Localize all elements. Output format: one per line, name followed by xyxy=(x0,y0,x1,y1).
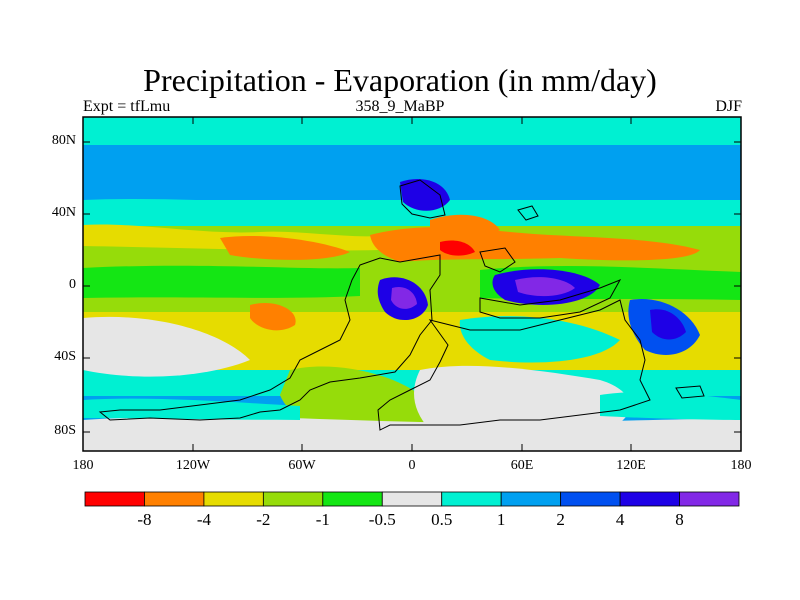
experiment-label: Expt = tfLmu xyxy=(83,98,171,115)
colorbar-label: -1 xyxy=(315,510,330,529)
field-south-pacific-white-patch xyxy=(83,316,250,377)
field-antarctic-white-band xyxy=(83,416,741,451)
lon-label-120w: 120W xyxy=(175,458,211,473)
field-southern-landmass-purple-core xyxy=(391,286,417,309)
lat-label-0: 0 xyxy=(69,277,76,292)
colorbar-label: -4 xyxy=(196,510,211,529)
lat-label-80n: 80N xyxy=(51,133,76,148)
southern-landmass-east-coastline xyxy=(377,299,651,431)
field-south-pacific-orange-patch xyxy=(250,302,296,331)
colorbar-label: 2 xyxy=(556,510,565,529)
colorbar xyxy=(84,491,740,507)
colorbar-swatch xyxy=(619,491,680,507)
lon-label-120e: 120E xyxy=(616,458,646,473)
lon-label-180-east: 180 xyxy=(730,458,752,473)
lon-ticks xyxy=(82,117,742,451)
lon-label-180-west: 180 xyxy=(72,458,94,473)
precip-evap-field xyxy=(83,117,741,451)
arabian-block-coastline xyxy=(479,247,516,273)
field-red-patch xyxy=(440,240,475,256)
lon-label-60w: 60W xyxy=(288,458,316,473)
southern-landmass-coastline xyxy=(98,254,441,421)
eastern-island-coastline xyxy=(675,385,705,399)
run-label: 358_9_MaBP xyxy=(355,98,445,115)
colorbar-label: 0.5 xyxy=(431,510,453,529)
field-northern-orange-patch-west xyxy=(220,235,350,260)
field-indian-ocean-teal-patch xyxy=(459,316,620,363)
lon-label-60e: 60E xyxy=(510,458,534,473)
season-label: DJF xyxy=(715,98,742,115)
colorbar-swatch xyxy=(262,491,324,507)
field-mediterranean-orange-patch xyxy=(430,214,500,238)
field-tropical-green-band-west xyxy=(83,265,360,298)
colorbar-swatch xyxy=(84,491,145,507)
lat-label-80s: 80S xyxy=(54,423,76,438)
colorbar-swatch xyxy=(500,491,562,507)
colorbar-swatch xyxy=(441,491,502,507)
lat-label-40s: 40S xyxy=(54,349,76,364)
colorbar-swatch xyxy=(381,491,443,507)
colorbar-swatch xyxy=(560,491,621,507)
colorbar-label: -0.5 xyxy=(368,510,396,529)
field-southern-white-patch xyxy=(414,365,630,438)
northern-landmass-coastline xyxy=(399,179,446,219)
field-northern-landmass-blue-patch xyxy=(400,179,450,211)
field-antarctic-teal-band xyxy=(83,398,300,420)
field-maritime-purple-core xyxy=(515,277,575,297)
colorbar-swatch xyxy=(144,491,205,507)
field-antarctic-teal-band-east xyxy=(600,392,741,420)
map-title: Precipitation - Evaporation (in mm/day) xyxy=(143,62,657,98)
lon-label-0: 0 xyxy=(408,458,416,473)
lat-label-40n: 40N xyxy=(51,205,76,220)
colorbar-swatch xyxy=(322,491,383,507)
colorbar-label: 1 xyxy=(496,510,506,529)
small-island-coastline xyxy=(517,205,539,221)
coastlines xyxy=(98,179,705,431)
colorbar-swatch xyxy=(679,491,740,507)
colorbar-label: -2 xyxy=(256,510,271,529)
field-northern-teal-band xyxy=(83,198,741,226)
maritime-island-coastline xyxy=(479,279,622,319)
colorbar-label: -8 xyxy=(137,510,152,529)
colorbar-label: 8 xyxy=(675,510,684,529)
field-western-pacific-deep-core xyxy=(650,309,686,340)
colorbar-swatch xyxy=(203,491,264,507)
colorbar-label: 4 xyxy=(615,510,625,529)
lat-ticks xyxy=(83,141,741,433)
